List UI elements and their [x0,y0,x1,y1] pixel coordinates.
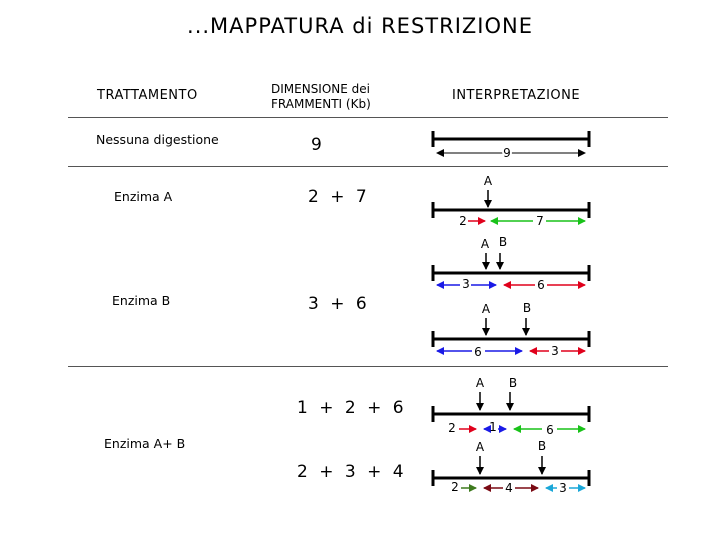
map-ab2-site-b-label: B [538,439,546,453]
map-none-fragment-label: 9 [503,146,511,160]
header-treatment: TRATTAMENTO [97,88,198,103]
map-b2-fragment-3-label: 3 [551,344,559,358]
row-none-label: Nessuna digestione [96,132,219,147]
map-a-fragment-2-label: 2 [459,214,467,228]
row-ab-sizes-2: 2 + 3 + 4 [297,462,407,482]
divider-none [68,166,668,167]
map-none: 9 [431,131,591,162]
row-b-label: Enzima B [112,293,171,308]
map-ab1: A B 2 1 6 [431,376,591,437]
map-b2: A B 6 3 [431,301,591,359]
row-ab-sizes-1: 1 + 2 + 6 [297,398,407,418]
map-b1: A B 3 6 [431,235,591,292]
map-b2-site-a-label: A [482,302,491,316]
map-ab2: A B 2 4 3 [431,439,591,495]
map-ab1-fragment-1-label: 1 [489,420,497,434]
map-ab1-fragment-2-label: 2 [448,421,456,435]
divider-header [68,117,668,118]
row-a-label: Enzima A [114,189,173,204]
header-interpretation: INTERPRETAZIONE [452,88,581,103]
map-a: A 2 7 [431,174,591,228]
header-size-line1: DIMENSIONE dei [271,82,370,96]
map-ab2-fragment-2-label: 2 [451,480,459,494]
map-ab2-fragment-3-label: 3 [559,481,567,495]
map-ab1-fragment-6-label: 6 [546,423,554,437]
divider-b [68,366,668,367]
row-b-sizes: 3 + 6 [308,294,370,314]
map-b1-fragment-6-label: 6 [537,278,545,292]
map-b2-fragment-6-label: 6 [474,345,482,359]
header-size-line2: FRAMMENTI (Kb) [271,97,371,111]
map-b2-site-b-label: B [523,301,531,315]
map-a-site-label: A [484,174,493,188]
row-a-sizes: 2 + 7 [308,187,370,207]
page-title: ...MAPPATURA di RESTRIZIONE [187,14,533,38]
map-b1-site-a-label: A [481,237,490,251]
map-b1-site-b-label: B [499,235,507,249]
map-a-fragment-7-label: 7 [536,214,544,228]
map-ab2-fragment-4-label: 4 [505,481,513,495]
map-ab1-site-b-label: B [509,376,517,390]
map-ab1-site-a-label: A [476,376,485,390]
map-ab2-site-a-label: A [476,440,485,454]
row-none-sizes: 9 [311,135,325,155]
row-ab-label: Enzima A+ B [104,436,186,451]
map-b1-fragment-3-label: 3 [462,277,470,291]
